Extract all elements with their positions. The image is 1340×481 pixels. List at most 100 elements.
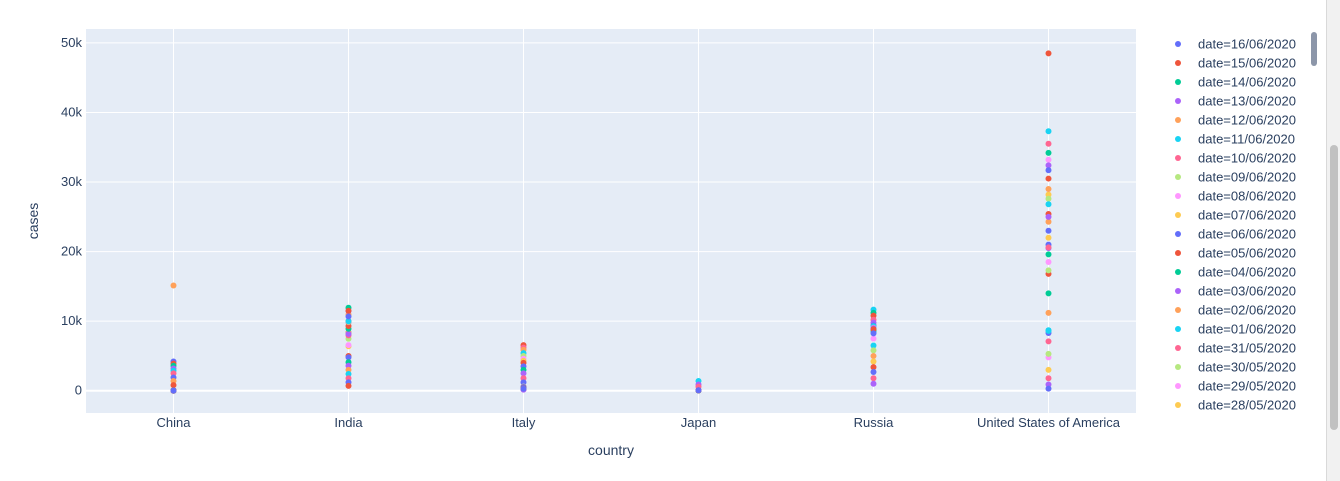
- scatter-point: [870, 342, 877, 349]
- scatter-point: [870, 364, 877, 371]
- legend-item[interactable]: date=05/06/2020: [1175, 246, 1296, 261]
- legend-marker: [1175, 212, 1181, 218]
- scatter-point: [1045, 156, 1052, 163]
- scatter-point: [1045, 167, 1052, 174]
- scatter-point: [1045, 251, 1052, 258]
- legend-item[interactable]: date=13/06/2020: [1175, 94, 1296, 109]
- scatter-point: [870, 375, 877, 382]
- legend-marker: [1175, 288, 1181, 294]
- scatter-point: [1045, 175, 1052, 182]
- legend-marker: [1175, 79, 1181, 85]
- scatter-point: [345, 307, 352, 314]
- scatter-point: [1045, 327, 1052, 334]
- legend-item[interactable]: date=12/06/2020: [1175, 113, 1296, 128]
- scatter-point: [695, 387, 702, 394]
- scatter-point: [1045, 195, 1052, 202]
- scatter-point: [1045, 309, 1052, 316]
- scatter-point: [520, 379, 527, 386]
- legend-scrollbar-thumb[interactable]: [1311, 32, 1317, 66]
- scatter-point: [1045, 267, 1052, 274]
- legend-label: date=28/05/2020: [1198, 398, 1296, 413]
- scatter-point: [1045, 385, 1052, 392]
- legend-item[interactable]: date=02/06/2020: [1175, 303, 1296, 318]
- legend-item[interactable]: date=30/05/2020: [1175, 360, 1296, 375]
- legend-item[interactable]: date=07/06/2020: [1175, 208, 1296, 223]
- y-tick-label: 0: [75, 383, 82, 398]
- scatter-point: [170, 387, 177, 394]
- data-points: [170, 50, 1052, 394]
- legend-item[interactable]: date=15/06/2020: [1175, 56, 1296, 71]
- scatter-point: [1045, 140, 1052, 147]
- legend-label: date=30/05/2020: [1198, 360, 1296, 375]
- legend-label: date=11/06/2020: [1198, 132, 1295, 147]
- legend-item[interactable]: date=03/06/2020: [1175, 284, 1296, 299]
- legend-marker: [1175, 155, 1181, 161]
- legend-item[interactable]: date=09/06/2020: [1175, 170, 1296, 185]
- scatter-point: [1045, 218, 1052, 225]
- scatter-point: [1045, 381, 1052, 388]
- legend-item[interactable]: date=08/06/2020: [1175, 189, 1296, 204]
- legend-marker: [1175, 231, 1181, 237]
- y-tick-label: 40k: [61, 104, 82, 119]
- x-tick-label: Japan: [681, 415, 716, 430]
- scatter-point: [345, 330, 352, 337]
- legend-item[interactable]: date=10/06/2020: [1175, 151, 1296, 166]
- legend-item[interactable]: date=28/05/2020: [1175, 398, 1296, 413]
- x-tick-label: United States of America: [977, 415, 1121, 430]
- y-axis-title: cases: [25, 203, 41, 240]
- scatter-point: [1045, 234, 1052, 241]
- scatter-point: [520, 370, 527, 377]
- legend[interactable]: date=16/06/2020 date=15/06/2020 date=14/06…: [1175, 37, 1296, 413]
- scatter-point: [345, 354, 352, 361]
- legend-item[interactable]: date=14/06/2020: [1175, 75, 1296, 90]
- legend-item[interactable]: date=11/06/2020: [1175, 132, 1295, 147]
- scatter-point: [870, 347, 877, 354]
- legend-item[interactable]: date=06/06/2020: [1175, 227, 1296, 242]
- scatter-point: [345, 375, 352, 382]
- scatter-point: [870, 368, 877, 375]
- legend-item[interactable]: date=01/06/2020: [1175, 322, 1296, 337]
- scatter-point: [345, 366, 352, 373]
- legend-label: date=29/05/2020: [1198, 379, 1296, 394]
- x-tick-label: Italy: [512, 415, 536, 430]
- legend-label: date=04/06/2020: [1198, 265, 1296, 280]
- x-tick-label: China: [157, 415, 192, 430]
- legend-marker: [1175, 60, 1181, 66]
- page-scrollbar-thumb[interactable]: [1330, 145, 1338, 430]
- scatter-point: [1045, 366, 1052, 373]
- scatter-point: [1045, 186, 1052, 192]
- scatter-point: [870, 352, 877, 359]
- x-axis-title: country: [588, 442, 634, 458]
- y-tick-label: 10k: [61, 313, 82, 328]
- legend-item[interactable]: date=16/06/2020: [1175, 37, 1296, 52]
- legend-label: date=06/06/2020: [1198, 227, 1296, 242]
- legend-label: date=02/06/2020: [1198, 303, 1296, 318]
- legend-marker: [1175, 269, 1181, 275]
- legend-item[interactable]: date=29/05/2020: [1175, 379, 1296, 394]
- scatter-point: [345, 342, 352, 349]
- legend-marker: [1175, 326, 1181, 332]
- legend-marker: [1175, 345, 1181, 351]
- legend-marker: [1175, 364, 1181, 370]
- page-scrollbar[interactable]: [1326, 0, 1340, 481]
- scatter-point: [170, 282, 177, 289]
- scatter-point: [870, 312, 877, 319]
- scatter-point: [1045, 227, 1052, 234]
- legend-label: date=01/06/2020: [1198, 322, 1296, 337]
- scatter-point: [870, 335, 877, 342]
- legend-item[interactable]: date=04/06/2020: [1175, 265, 1296, 280]
- legend-label: date=15/06/2020: [1198, 56, 1296, 71]
- scatter-point: [1045, 162, 1052, 169]
- legend-marker: [1175, 98, 1181, 104]
- legend-label: date=07/06/2020: [1198, 208, 1296, 223]
- scatter-point: [870, 330, 877, 337]
- y-tick-label: 30k: [61, 174, 82, 189]
- scatter-point: [1045, 338, 1052, 345]
- legend-marker: [1175, 193, 1181, 199]
- legend-marker: [1175, 117, 1181, 123]
- legend-item[interactable]: date=31/05/2020: [1175, 341, 1296, 356]
- scatter-point: [1045, 350, 1052, 357]
- scatter-point: [170, 370, 177, 377]
- scatter-point: [345, 382, 352, 389]
